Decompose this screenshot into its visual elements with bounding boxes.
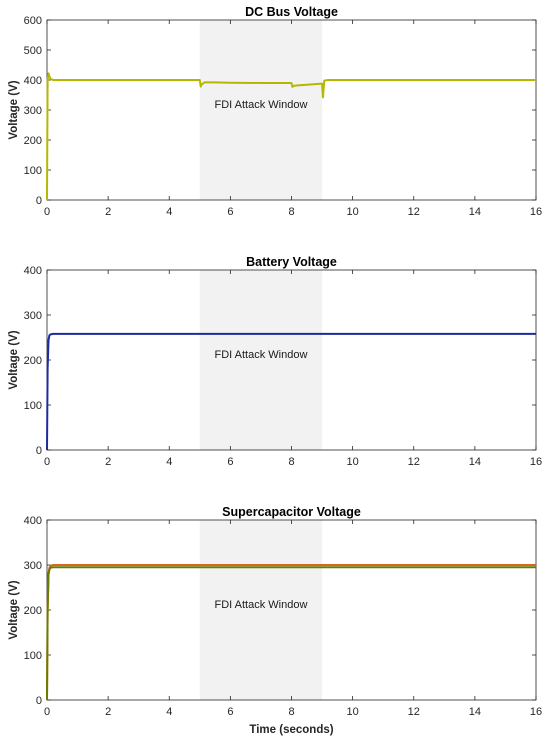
x-tick-label: 6 <box>227 206 233 218</box>
series-line-2 <box>46 566 536 701</box>
y-tick-label: 400 <box>24 515 42 527</box>
y-axis-label: Voltage (V) <box>8 580 20 639</box>
y-tick-label: 300 <box>24 310 42 322</box>
chart-title: DC Bus Voltage <box>245 5 338 19</box>
x-tick-label: 8 <box>288 456 294 468</box>
x-tick-label: 16 <box>530 456 542 468</box>
y-tick-label: 100 <box>24 165 42 177</box>
x-tick-label: 16 <box>530 206 542 218</box>
chart-panel-3: 0 2 4 6 8 10 12 14 16 0 100 200 300 400 FDI Attack Win… <box>8 505 542 736</box>
x-tick-label: 4 <box>166 706 172 718</box>
attack-window-region <box>199 270 323 450</box>
y-tick-label: 0 <box>36 695 42 707</box>
x-tick-label: 2 <box>105 206 111 218</box>
y-tick-label: 400 <box>24 75 42 87</box>
x-tick-label: 4 <box>166 456 172 468</box>
x-tick-label: 14 <box>469 456 481 468</box>
chart-title: Battery Voltage <box>246 255 337 269</box>
y-axis-label: Voltage (V) <box>8 80 20 139</box>
y-tick-label: 100 <box>24 400 42 412</box>
x-tick-label: 12 <box>408 456 420 468</box>
y-tick-label: 300 <box>24 105 42 117</box>
x-tick-label: 0 <box>44 456 50 468</box>
series-line-1 <box>46 332 536 451</box>
x-tick-label: 0 <box>44 206 50 218</box>
x-tick-label: 10 <box>347 456 359 468</box>
y-tick-label: 0 <box>36 195 42 207</box>
series-line-1 <box>46 72 536 201</box>
y-tick-label: 200 <box>24 605 42 617</box>
x-tick-label: 6 <box>227 456 233 468</box>
x-tick-label: 14 <box>469 206 481 218</box>
chart-panel-1: 0 2 4 6 8 10 12 14 16 0 100 200 300 400 500 600 FDI Atta… <box>8 5 542 218</box>
y-tick-label: 100 <box>24 650 42 662</box>
attack-window-region <box>199 20 323 200</box>
x-tick-label: 16 <box>530 706 542 718</box>
x-tick-label: 8 <box>288 206 294 218</box>
y-tick-label: 0 <box>36 445 42 457</box>
y-axis-label: Voltage (V) <box>8 330 20 389</box>
x-tick-label: 14 <box>469 706 481 718</box>
x-tick-label: 10 <box>347 706 359 718</box>
attack-window-region <box>199 520 323 700</box>
y-tick-label: 300 <box>24 560 42 572</box>
chart-panel-2: 0 2 4 6 8 10 12 14 16 0 100 200 300 400 FDI Attack Win… <box>8 255 542 468</box>
chart-title: Supercapacitor Voltage <box>222 505 361 519</box>
x-tick-label: 2 <box>105 706 111 718</box>
x-tick-label: 4 <box>166 206 172 218</box>
attack-window-label: FDI Attack Window <box>214 99 307 111</box>
y-tick-label: 500 <box>24 45 42 57</box>
x-tick-label: 10 <box>347 206 359 218</box>
attack-window-label: FDI Attack Window <box>214 349 307 361</box>
y-tick-label: 200 <box>24 135 42 147</box>
x-tick-label: 8 <box>288 706 294 718</box>
y-tick-label: 200 <box>24 355 42 367</box>
x-tick-label: 0 <box>44 706 50 718</box>
x-tick-label: 2 <box>105 456 111 468</box>
x-axis-label: Time (seconds) <box>249 724 333 736</box>
y-tick-label: 600 <box>24 15 42 27</box>
x-tick-label: 12 <box>408 206 420 218</box>
x-tick-label: 6 <box>227 706 233 718</box>
attack-window-label: FDI Attack Window <box>214 599 307 611</box>
y-tick-label: 400 <box>24 265 42 277</box>
x-tick-label: 12 <box>408 706 420 718</box>
